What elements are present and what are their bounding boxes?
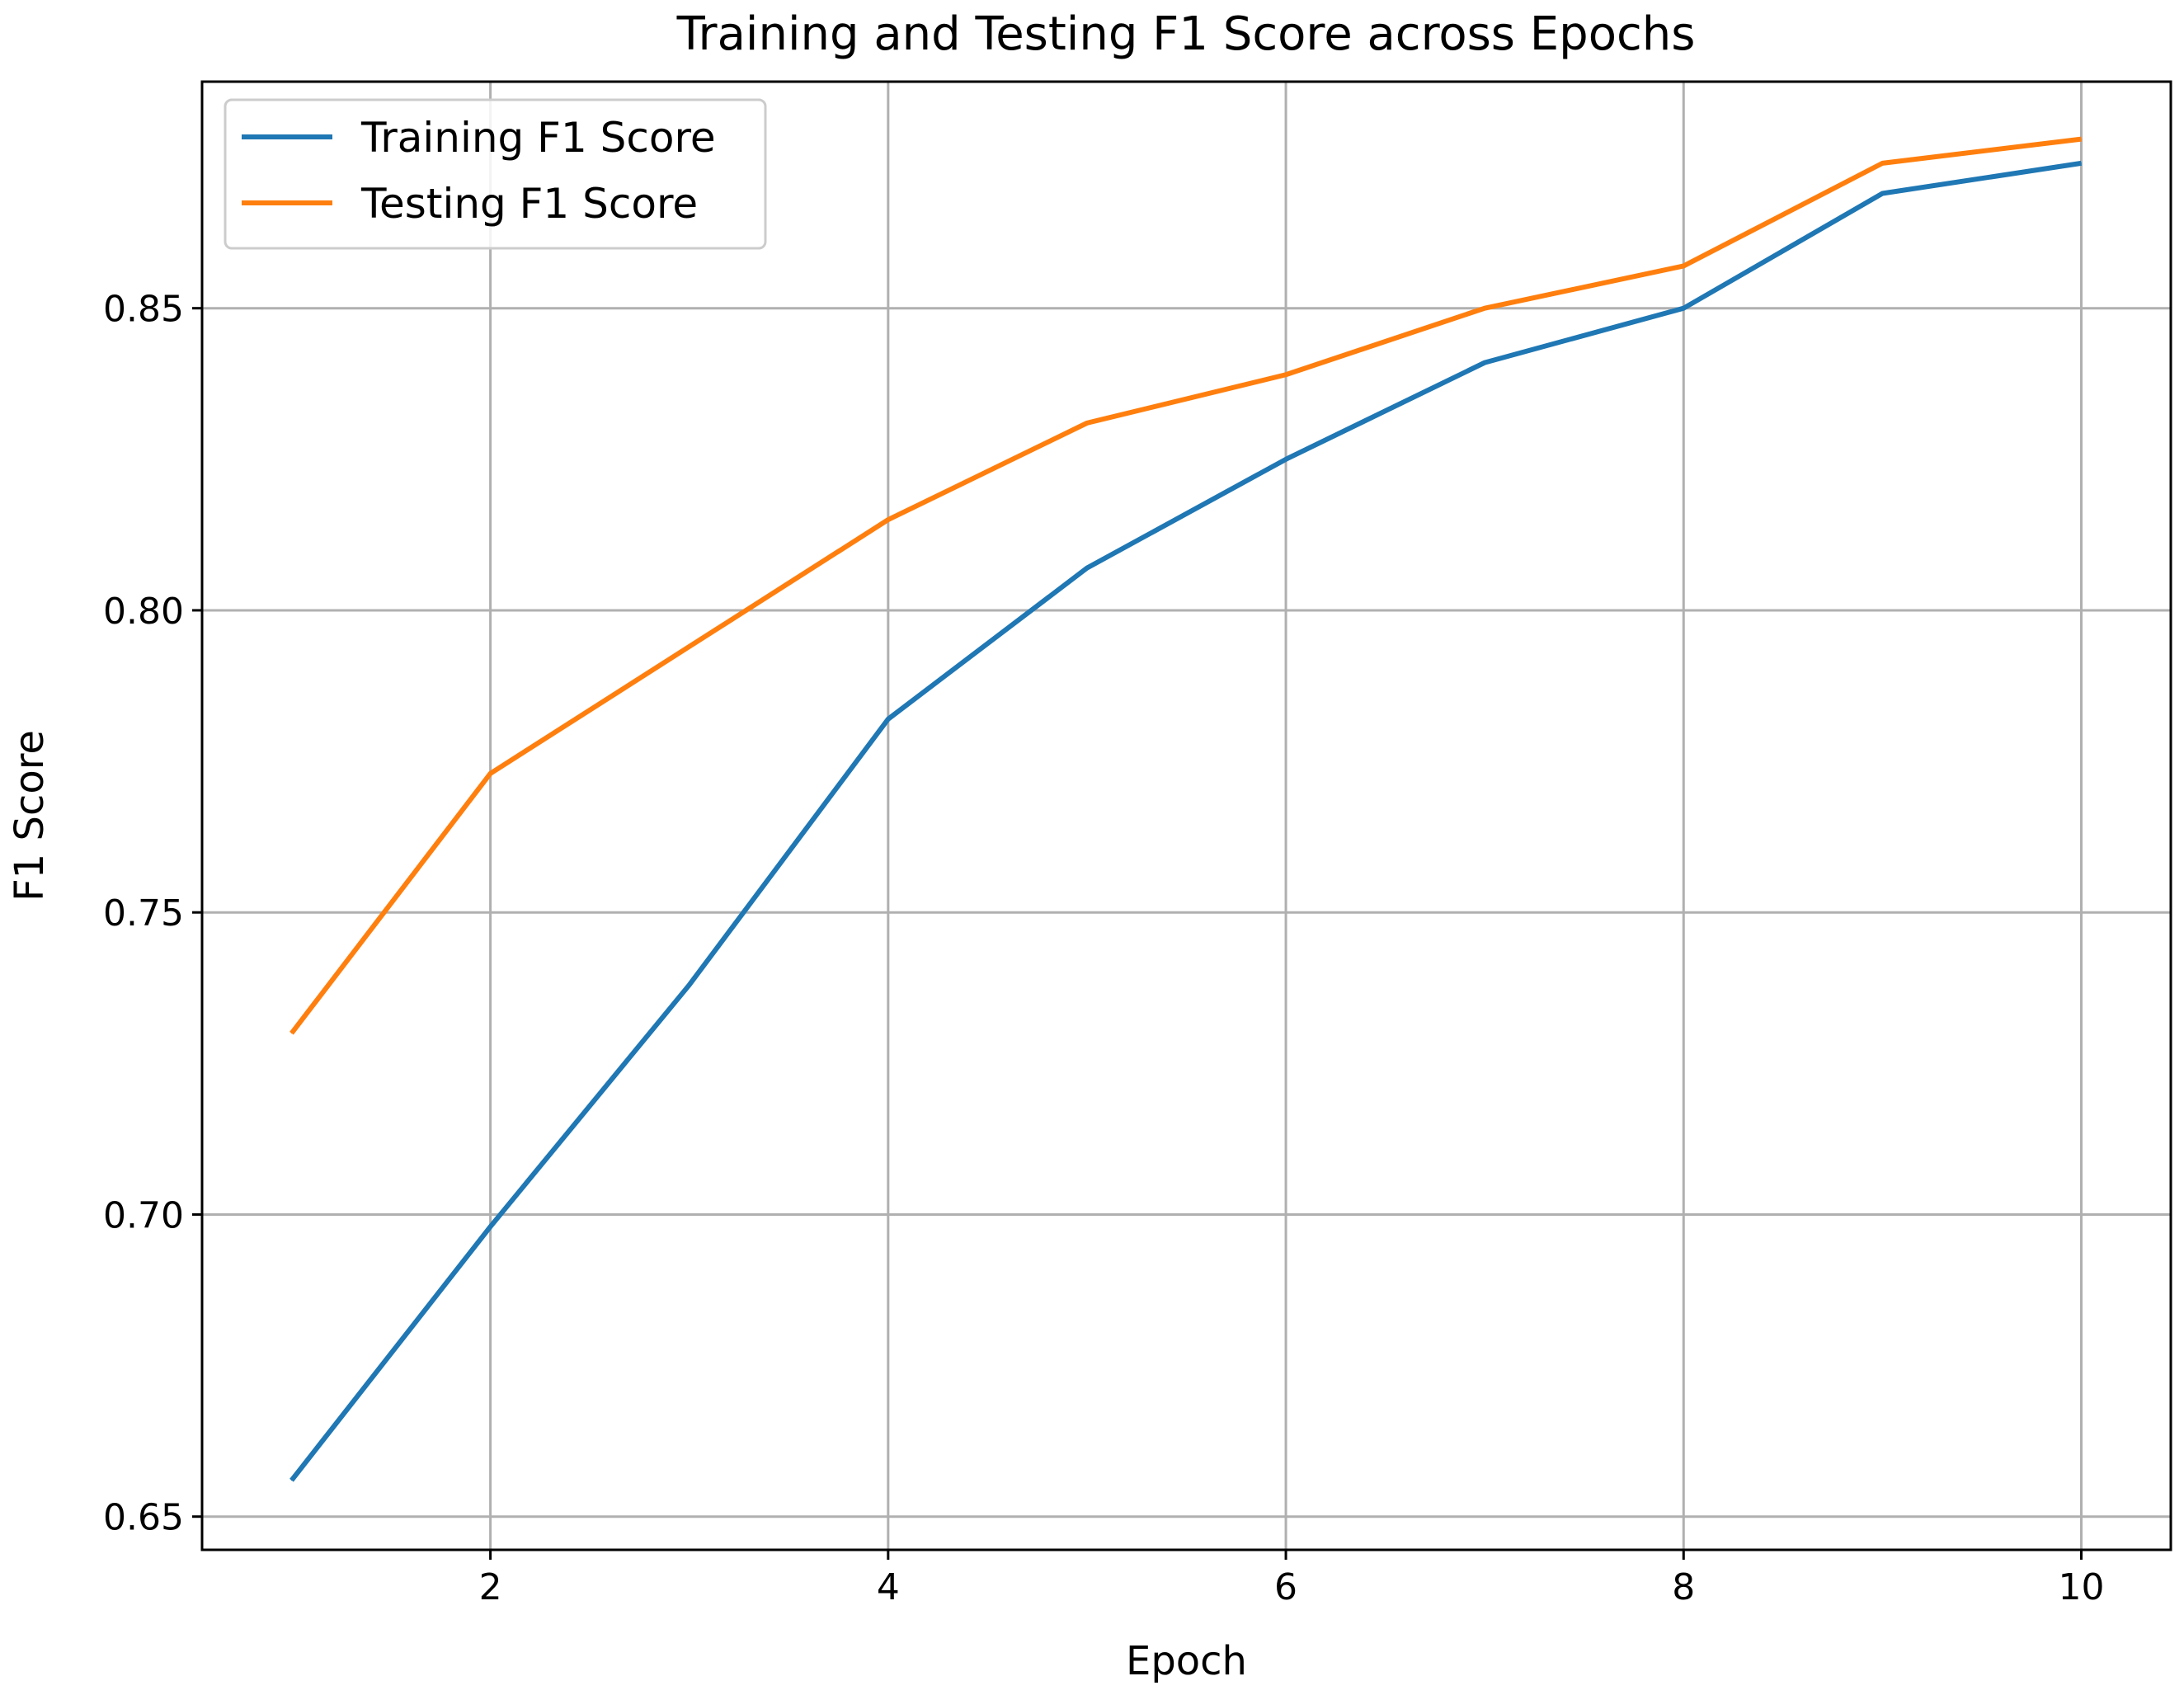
training-f1-score-point (291, 1480, 292, 1481)
y-tick-label: 0.75 (103, 892, 184, 935)
grid-lines (202, 82, 2171, 1550)
training-f1-score-point (887, 718, 889, 720)
legend: Training F1 Score Testing F1 Score (224, 98, 767, 250)
chart-title: Training and Testing F1 Score across Epo… (676, 7, 1696, 61)
legend-items: Training F1 Score Testing F1 Score (242, 114, 716, 228)
y-axis-ticks: 0.65 0.70 0.75 0.80 0.85 (103, 289, 202, 1539)
testing-f1-score-line (289, 136, 2082, 1035)
training-f1-score-point (1881, 193, 1883, 195)
x-tick-label: 10 (2059, 1566, 2105, 1608)
y-tick-label: 0.80 (103, 591, 184, 633)
legend-label: Training F1 Score (360, 114, 716, 162)
y-axis-title: F1 Score (7, 730, 53, 902)
x-axis-ticks: 2 4 6 8 10 (479, 1550, 2105, 1608)
training-f1-score-point (1086, 567, 1088, 569)
y-tick-label: 0.65 (103, 1497, 184, 1539)
x-tick-label: 8 (1672, 1566, 1695, 1608)
testing-f1-score-point (490, 773, 492, 775)
testing-f1-score-point (689, 646, 690, 647)
series-lines (289, 136, 2082, 1482)
testing-f1-score-point (1881, 162, 1883, 164)
training-f1-score-line (289, 160, 2082, 1482)
x-axis-title: Epoch (1126, 1638, 1247, 1684)
training-f1-score-point (2081, 162, 2082, 164)
testing-f1-score-point (1086, 422, 1088, 424)
testing-f1-score-point (1285, 374, 1287, 375)
y-tick-label: 0.70 (103, 1194, 184, 1236)
legend-label: Testing F1 Score (360, 180, 698, 228)
x-tick-label: 2 (479, 1566, 502, 1608)
y-tick-label: 0.85 (103, 289, 184, 331)
training-f1-score-point (689, 984, 690, 986)
legend-box (224, 98, 767, 250)
plot-area-frame (200, 80, 2172, 1551)
x-tick-label: 4 (877, 1566, 900, 1608)
x-tick-label: 6 (1274, 1566, 1297, 1608)
